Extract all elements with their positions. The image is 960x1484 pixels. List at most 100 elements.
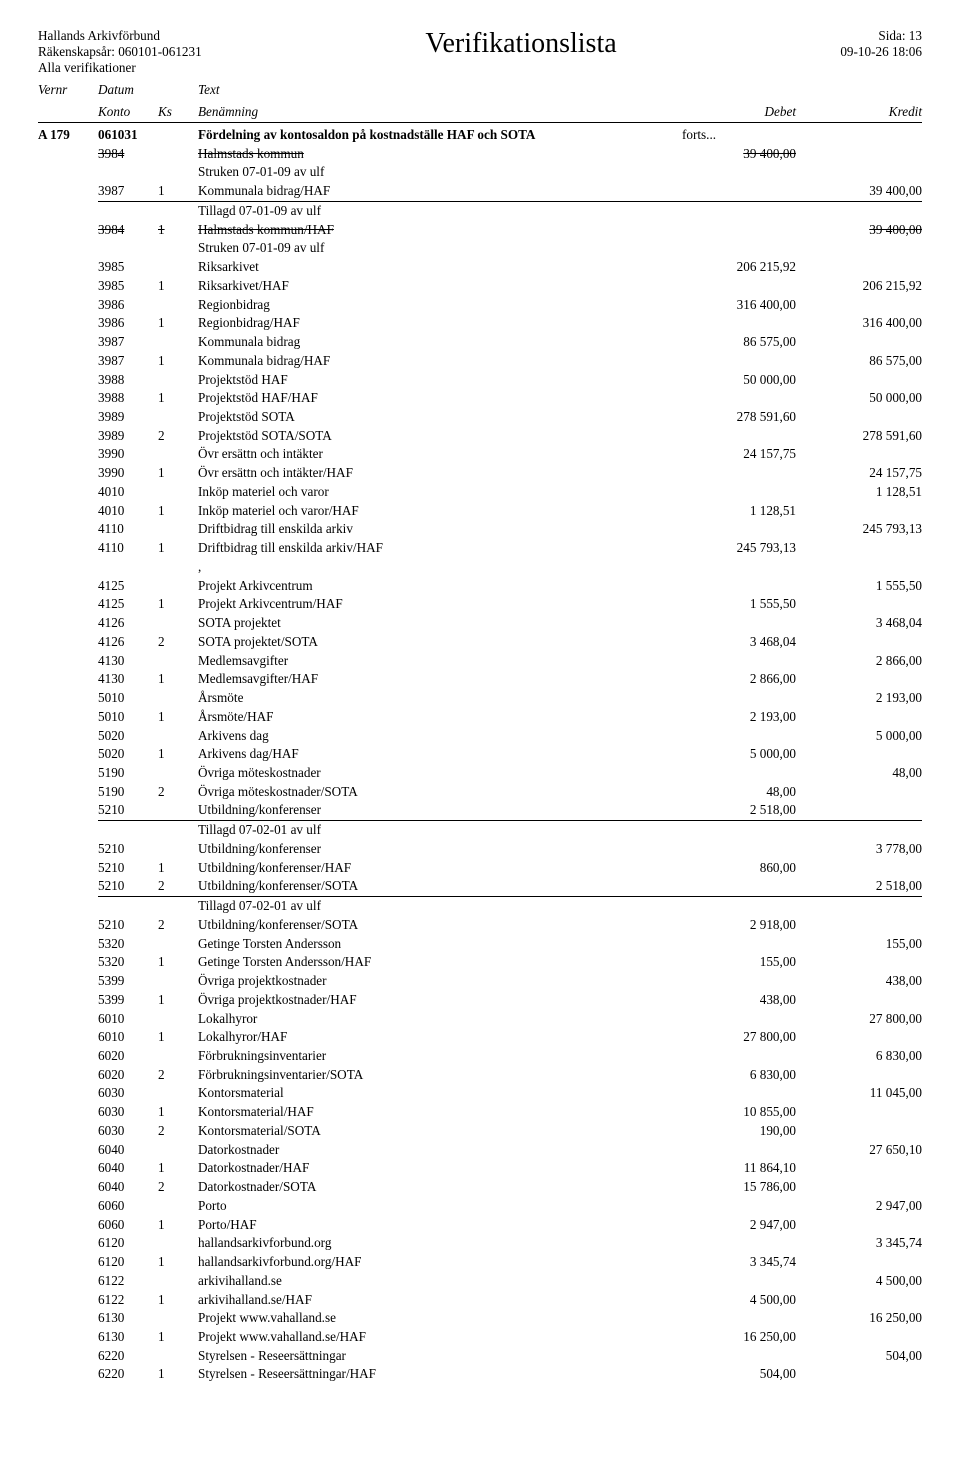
cell-benamning: Projektstöd SOTA [198,408,682,427]
cell-benamning: Övr ersättn och intäkter [198,445,682,464]
table-row: 53991Övriga projektkostnader/HAF438,00 [38,991,922,1010]
cell-benamning: Kontorsmaterial/HAF [198,1103,682,1122]
cell-benamning: hallandsarkivforbund.org/HAF [198,1253,682,1272]
cell-ks: 2 [158,1066,198,1085]
cell-kredit [802,1291,922,1310]
cell-kredit [802,801,922,821]
cell-debet [682,389,802,408]
cell-benamning: Lokalhyror [198,1010,682,1029]
page-header: Hallands Arkivförbund Räkenskapsår: 0601… [38,28,922,76]
cell-ks: 1 [158,1365,198,1384]
cell-ks: 1 [158,595,198,614]
cell-ks [158,1047,198,1066]
cell-kredit: 50 000,00 [802,389,922,408]
cell-kredit: 5 000,00 [802,727,922,746]
cell-ks: 1 [158,221,198,240]
cell-konto: 5010 [98,689,158,708]
cell-ks [158,840,198,859]
table-row: 50101Årsmöte/HAF2 193,00 [38,708,922,727]
table-row: 6120hallandsarkivforbund.org3 345,74 [38,1234,922,1253]
table-row: 5210Utbildning/konferenser2 518,00 [38,801,922,821]
cell-konto: 3985 [98,258,158,277]
cell-ks [158,1141,198,1160]
cell-debet [682,1141,802,1160]
table-row: 3986Regionbidrag316 400,00 [38,296,922,315]
entry-text: Fördelning av kontosaldon på kostnadstäl… [198,126,682,145]
cell-ks [158,1084,198,1103]
cell-ks: 1 [158,745,198,764]
cell-kredit: 39 400,00 [802,182,922,202]
cell-debet: 3 345,74 [682,1253,802,1272]
table-row: 5320Getinge Torsten Andersson155,00 [38,935,922,954]
cell-benamning: Porto/HAF [198,1216,682,1235]
col-ks [158,82,198,98]
cell-konto: 6122 [98,1272,158,1291]
table-row: 5010Årsmöte2 193,00 [38,689,922,708]
cell-ks: 1 [158,1291,198,1310]
cell-ks [158,296,198,315]
cell-benamning: Porto [198,1197,682,1216]
col-text: Text [198,82,682,98]
cell-benamning: Arkivens dag [198,727,682,746]
table-row: 39892Projektstöd SOTA/SOTA278 591,60 [38,427,922,446]
table-row: 39861Regionbidrag/HAF316 400,00 [38,314,922,333]
table-row: 41251Projekt Arkivcentrum/HAF1 555,50 [38,595,922,614]
table-row: 4010Inköp materiel och varor1 128,51 [38,483,922,502]
cell-kredit [802,1253,922,1272]
cell-debet: 2 193,00 [682,708,802,727]
cell-benamning: Övriga projektkostnader [198,972,682,991]
table-row: 39851Riksarkivet/HAF206 215,92 [38,277,922,296]
table-row: 5210Utbildning/konferenser3 778,00 [38,840,922,859]
cell-benamning: Utbildning/konferenser [198,801,682,821]
cell-benamning: SOTA projektet [198,614,682,633]
cell-kredit [802,502,922,521]
table-row: 51902Övriga möteskostnader/SOTA48,00 [38,783,922,802]
table-row: 39901Övr ersättn och intäkter/HAF24 157,… [38,464,922,483]
cell-debet: 86 575,00 [682,333,802,352]
cell-konto: 6020 [98,1047,158,1066]
cell-benamning: Driftbidrag till enskilda arkiv/HAF [198,539,682,558]
cell-ks: 1 [158,389,198,408]
cell-konto: 5320 [98,953,158,972]
cell-konto: 6120 [98,1253,158,1272]
table-row: 3988Projektstöd HAF50 000,00 [38,371,922,390]
entry-header: A 179 061031 Fördelning av kontosaldon p… [38,126,922,145]
cell-ks: 1 [158,670,198,689]
cell-debet: 4 500,00 [682,1291,802,1310]
cell-benamning: Projekt www.vahalland.se/HAF [198,1328,682,1347]
cell-ks: 1 [158,991,198,1010]
cell-debet: 1 555,50 [682,595,802,614]
cell-debet: 15 786,00 [682,1178,802,1197]
table-row: 39881Projektstöd HAF/HAF50 000,00 [38,389,922,408]
cell-debet [682,1197,802,1216]
table-row: Struken 07-01-09 av ulf [38,163,922,182]
fiscal-year: Räkenskapsår: 060101-061231 [38,44,202,60]
table-row: 6130Projekt www.vahalland.se16 250,00 [38,1309,922,1328]
cell-kredit [802,595,922,614]
cell-benamning: Utbildning/konferenser [198,840,682,859]
cell-benamning: Kommunala bidrag/HAF [198,352,682,371]
cell-ks [158,1197,198,1216]
table-row: 52102Utbildning/konferenser/SOTA2 518,00 [38,877,922,897]
table-row: 4126SOTA projektet3 468,04 [38,614,922,633]
col-datum: Datum [98,82,158,98]
scope: Alla verifikationer [38,60,202,76]
cell-benamning: Årsmöte/HAF [198,708,682,727]
table-row: 41262SOTA projektet/SOTA3 468,04 [38,633,922,652]
cell-konto: 5210 [98,859,158,878]
cell-benamning: Driftbidrag till enskilda arkiv [198,520,682,539]
cell-debet [682,614,802,633]
cell-debet: 190,00 [682,1122,802,1141]
cell-debet: 206 215,92 [682,258,802,277]
cell-kredit: 39 400,00 [802,221,922,240]
cell-benamning: Övriga möteskostnader/SOTA [198,783,682,802]
cell-kredit [802,1328,922,1347]
cell-ks [158,801,198,821]
org-name: Hallands Arkivförbund [38,28,202,44]
cell-konto: 6220 [98,1347,158,1366]
cell-debet: 39 400,00 [682,145,802,164]
cell-konto: 3984 [98,221,158,240]
cell-konto: 4110 [98,520,158,539]
cell-debet: 316 400,00 [682,296,802,315]
cell-ks [158,558,198,577]
